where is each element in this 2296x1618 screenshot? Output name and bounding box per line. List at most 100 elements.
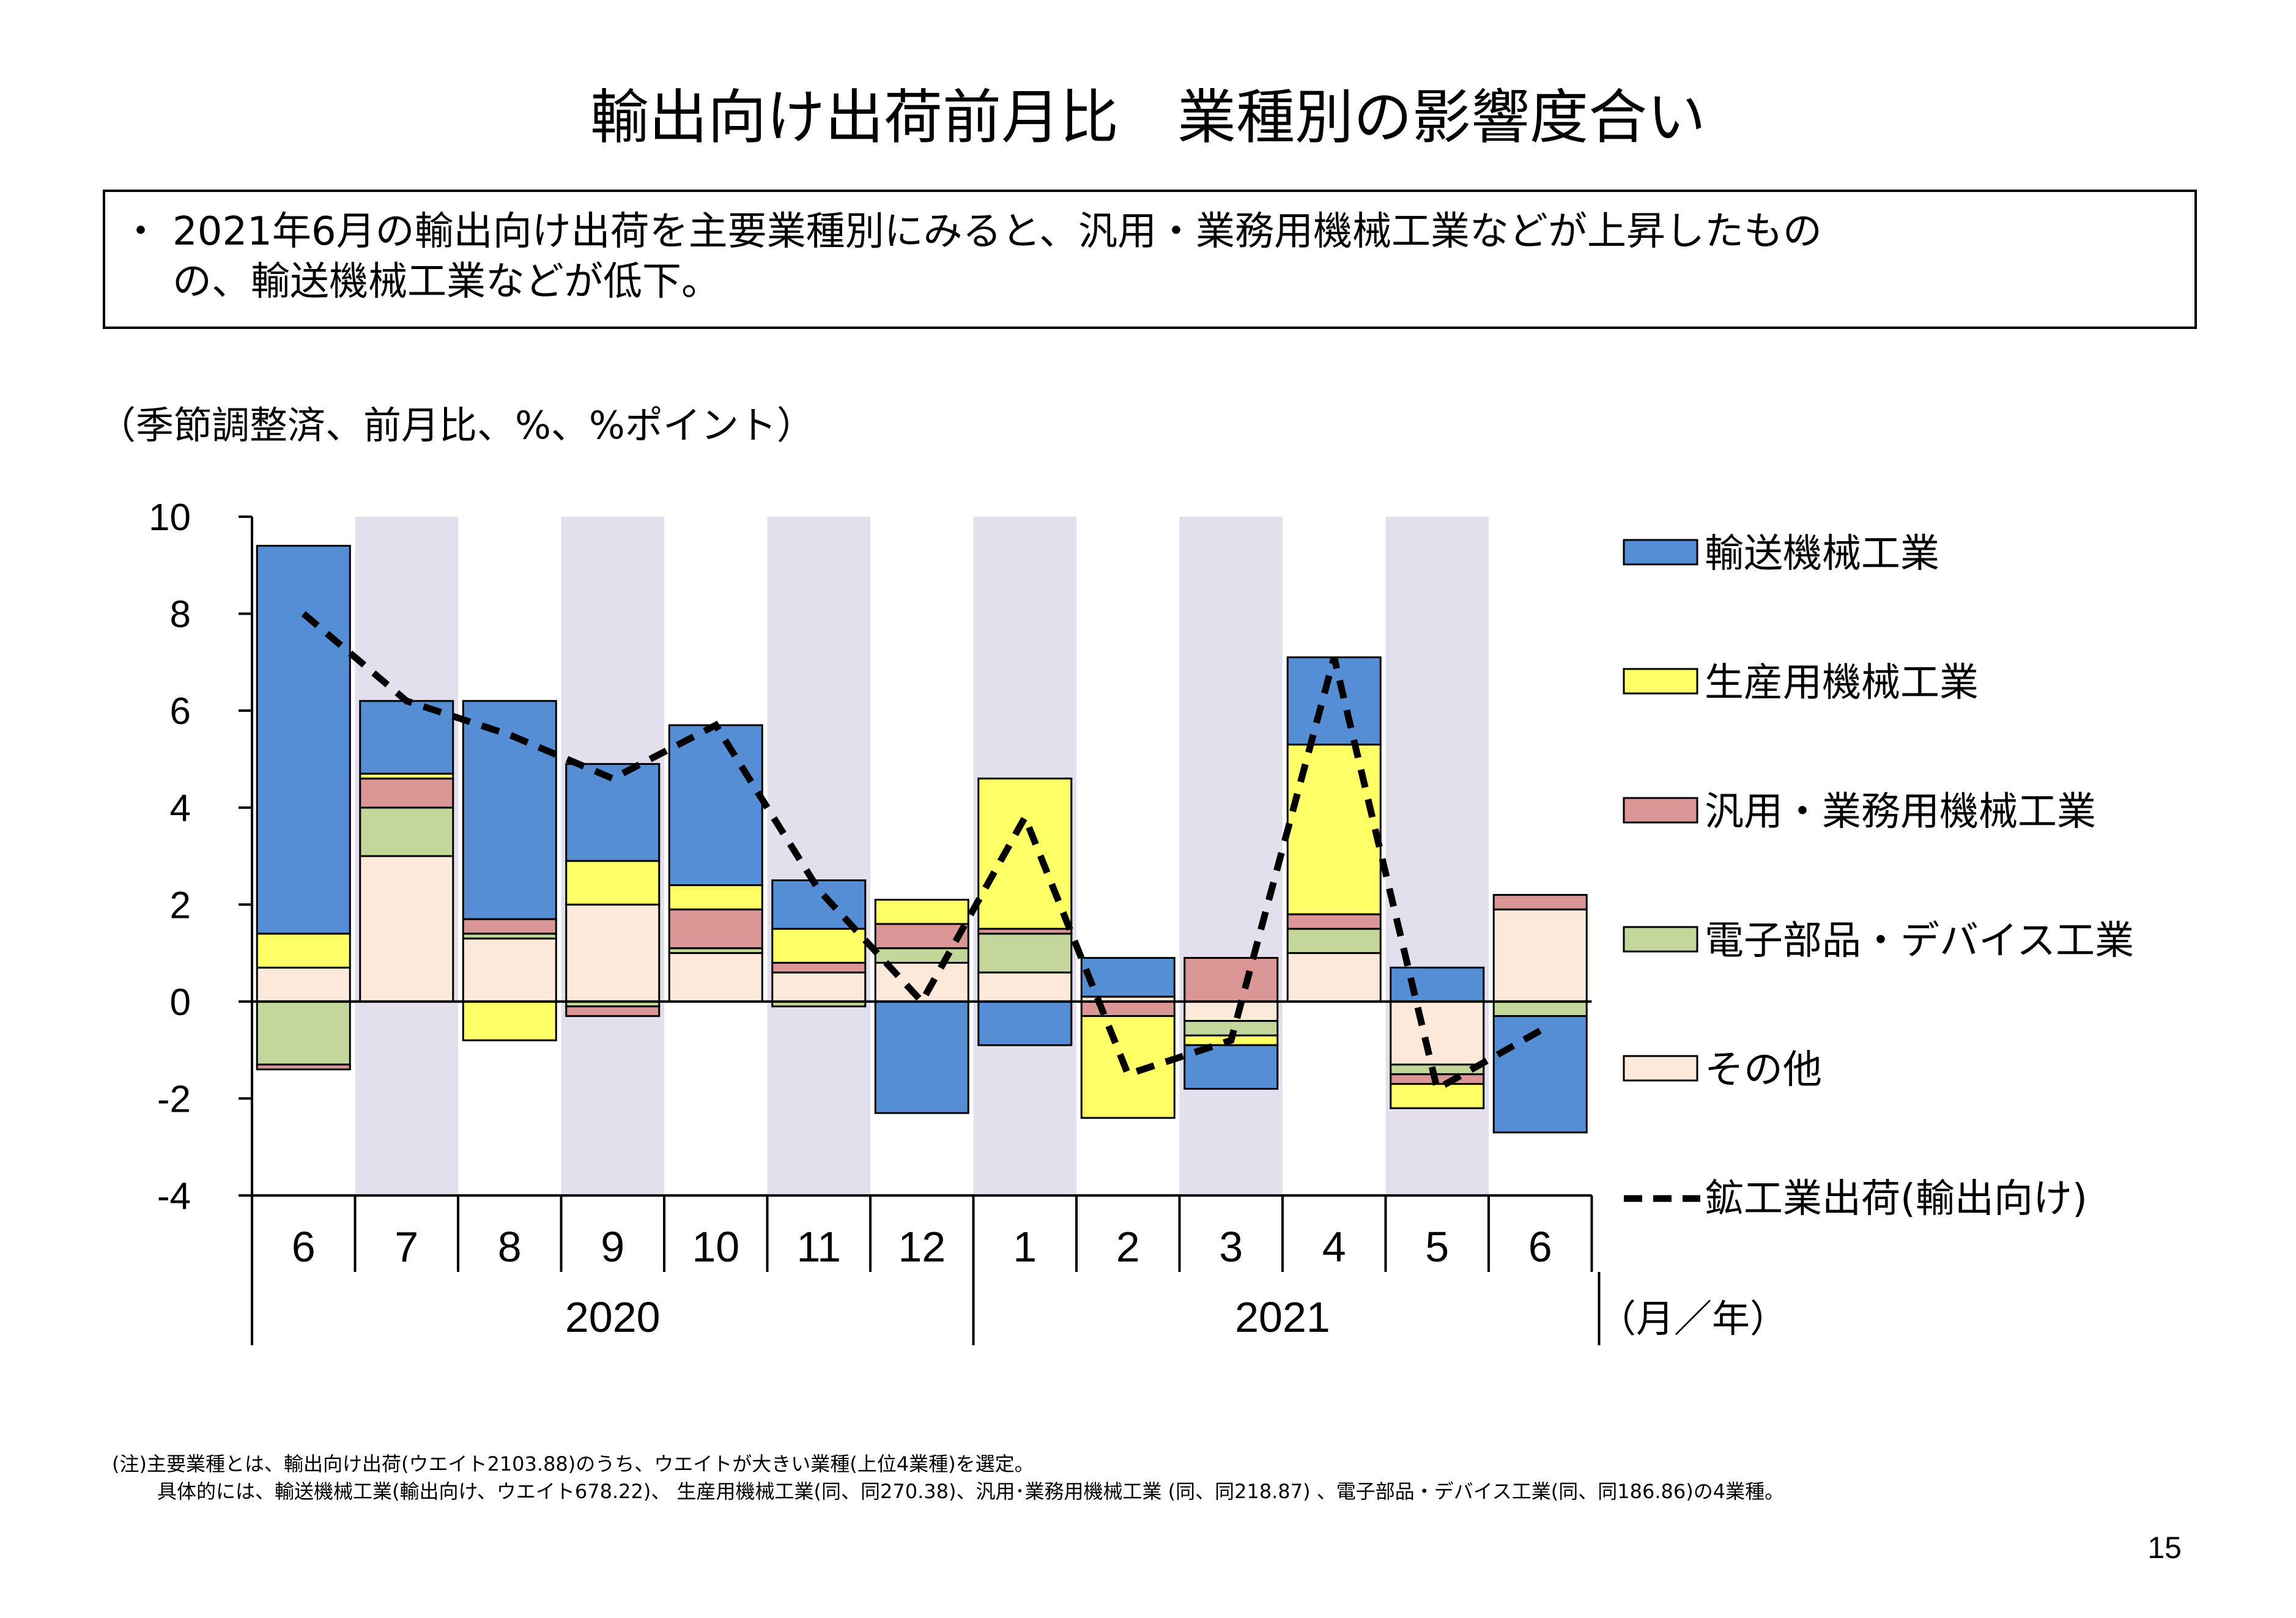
- bar-segment: [771, 928, 867, 964]
- legend-label: 電子部品・デバイス工業: [1705, 918, 2134, 964]
- bar-segment: [462, 918, 557, 935]
- bar-segment: [565, 763, 661, 862]
- x-category-label: 3: [1219, 1223, 1243, 1271]
- y-tick-label: 2: [170, 884, 191, 926]
- x-category-label: 5: [1425, 1223, 1449, 1271]
- bar-segment: [256, 1000, 351, 1066]
- x-category-label: 10: [692, 1223, 739, 1271]
- x-year-label: 2021: [1235, 1293, 1330, 1341]
- legend-swatch: [1623, 539, 1698, 566]
- bar-segment: [1390, 1063, 1485, 1076]
- y-tick-label: 6: [170, 690, 191, 733]
- y-tick-label: -2: [157, 1078, 191, 1120]
- bar-segment: [1080, 1015, 1176, 1119]
- bar-segment: [874, 923, 969, 950]
- bar-segment: [256, 933, 351, 969]
- summary-bullet: ・: [121, 209, 160, 254]
- legend-swatch: [1623, 926, 1698, 953]
- y-tick-label: 10: [149, 497, 191, 539]
- x-category-label: 11: [796, 1223, 841, 1271]
- bar-segment: [977, 971, 1073, 1003]
- bar-segment: [462, 700, 557, 920]
- bar-segment: [1286, 928, 1382, 955]
- page-number: 15: [2147, 1531, 2182, 1565]
- legend-label: 鉱工業出荷(輸出向け): [1705, 1177, 2087, 1222]
- bar-segment: [256, 966, 351, 1003]
- bar-segment: [668, 908, 763, 950]
- bar-segment: [1492, 1015, 1588, 1134]
- bar-segment: [668, 952, 763, 1003]
- bar-segment: [771, 971, 867, 1003]
- x-category-label: 6: [292, 1223, 316, 1271]
- bar-segment: [874, 1000, 969, 1114]
- bar-segment: [1286, 656, 1382, 746]
- note-line-2: 具体的には、輸送機械工業(輸出向け、ウエイト678.22)、 生産用機械工業(同…: [157, 1480, 1784, 1503]
- bar-segment: [1183, 957, 1279, 1003]
- bar-segment: [359, 700, 454, 775]
- legend-label: 生産用機械工業: [1705, 660, 1979, 706]
- summary-box: [103, 190, 2197, 329]
- shade-band: [1179, 517, 1283, 1195]
- bar-segment: [1390, 1083, 1485, 1109]
- bar-segment: [1390, 966, 1485, 1003]
- axis-unit-label: （月／年）: [1598, 1296, 1788, 1341]
- legend: 輸送機械工業生産用機械工業汎用・業務用機械工業電子部品・デバイス工業その他鉱工業…: [1623, 531, 2134, 1222]
- x-category-label: 12: [898, 1223, 946, 1271]
- legend-label: 汎用・業務用機械工業: [1705, 789, 2096, 835]
- summary-line-1: 2021年6月の輸出向け出荷を主要業種別にみると、汎用・業務用機械工業などが上昇…: [172, 209, 1822, 254]
- bar-segment: [1390, 1000, 1485, 1066]
- x-year-label: 2020: [565, 1293, 661, 1341]
- bar-segment: [359, 807, 454, 857]
- bar-segment: [462, 937, 557, 1003]
- x-category-label: 4: [1322, 1223, 1346, 1271]
- bar-segment: [1286, 952, 1382, 1003]
- bar-segment: [1492, 908, 1588, 1003]
- legend-swatch: [1623, 668, 1698, 695]
- y-tick-label: -4: [157, 1175, 191, 1217]
- bar-segment: [874, 898, 969, 925]
- x-category-label: 8: [498, 1223, 522, 1271]
- note-line-1: (注)主要業種とは、輸出向け出荷(ウエイト2103.88)のうち、ウエイトが大き…: [112, 1452, 1034, 1476]
- bar-segment: [874, 947, 969, 964]
- bar-segment: [977, 777, 1073, 930]
- bar-segment: [462, 1000, 557, 1041]
- bar-segment: [771, 961, 867, 973]
- legend-label: 輸送機械工業: [1705, 531, 1939, 577]
- bar-segment: [668, 884, 763, 911]
- y-tick-label: 8: [170, 594, 191, 636]
- bar-segment: [977, 933, 1073, 973]
- shade-band: [767, 517, 870, 1195]
- page-title: 輸出向け出荷前月比 業種別の影響度合い: [590, 83, 1706, 152]
- bar-segment: [565, 860, 661, 906]
- bar-segment: [1080, 957, 1176, 998]
- x-category-label: 9: [601, 1223, 624, 1271]
- legend-label: その他: [1705, 1047, 1822, 1093]
- summary-line-2: の、輸送機械工業などが低下。: [172, 259, 720, 305]
- bar-segment: [1492, 1000, 1588, 1018]
- bar-segment: [256, 1063, 351, 1071]
- bar-segment: [1286, 913, 1382, 930]
- x-category-label: 1: [1013, 1223, 1037, 1271]
- bar-segment: [359, 777, 454, 809]
- bar-segment: [359, 855, 454, 1003]
- bar-segment: [1492, 893, 1588, 911]
- bar-segment: [977, 1000, 1073, 1046]
- y-ticks: -4 -2 0 2 4 6 8 10: [149, 497, 252, 1217]
- bar-segment: [1183, 1000, 1279, 1022]
- axes: [251, 517, 1601, 1345]
- bar-segment: [1080, 1000, 1176, 1018]
- bar-segment: [256, 545, 351, 935]
- bar-segment: [668, 724, 763, 887]
- y-tick-label: 4: [170, 788, 191, 830]
- bar-segment: [565, 1005, 661, 1018]
- x-category-label: 6: [1528, 1223, 1552, 1271]
- y-tick-label: 0: [170, 981, 191, 1024]
- x-category-label: 2: [1116, 1223, 1140, 1271]
- legend-swatch: [1623, 797, 1698, 824]
- export-shipment-line: [301, 611, 1542, 1094]
- bar-segment: [565, 903, 661, 1003]
- x-category-label: 7: [394, 1223, 418, 1271]
